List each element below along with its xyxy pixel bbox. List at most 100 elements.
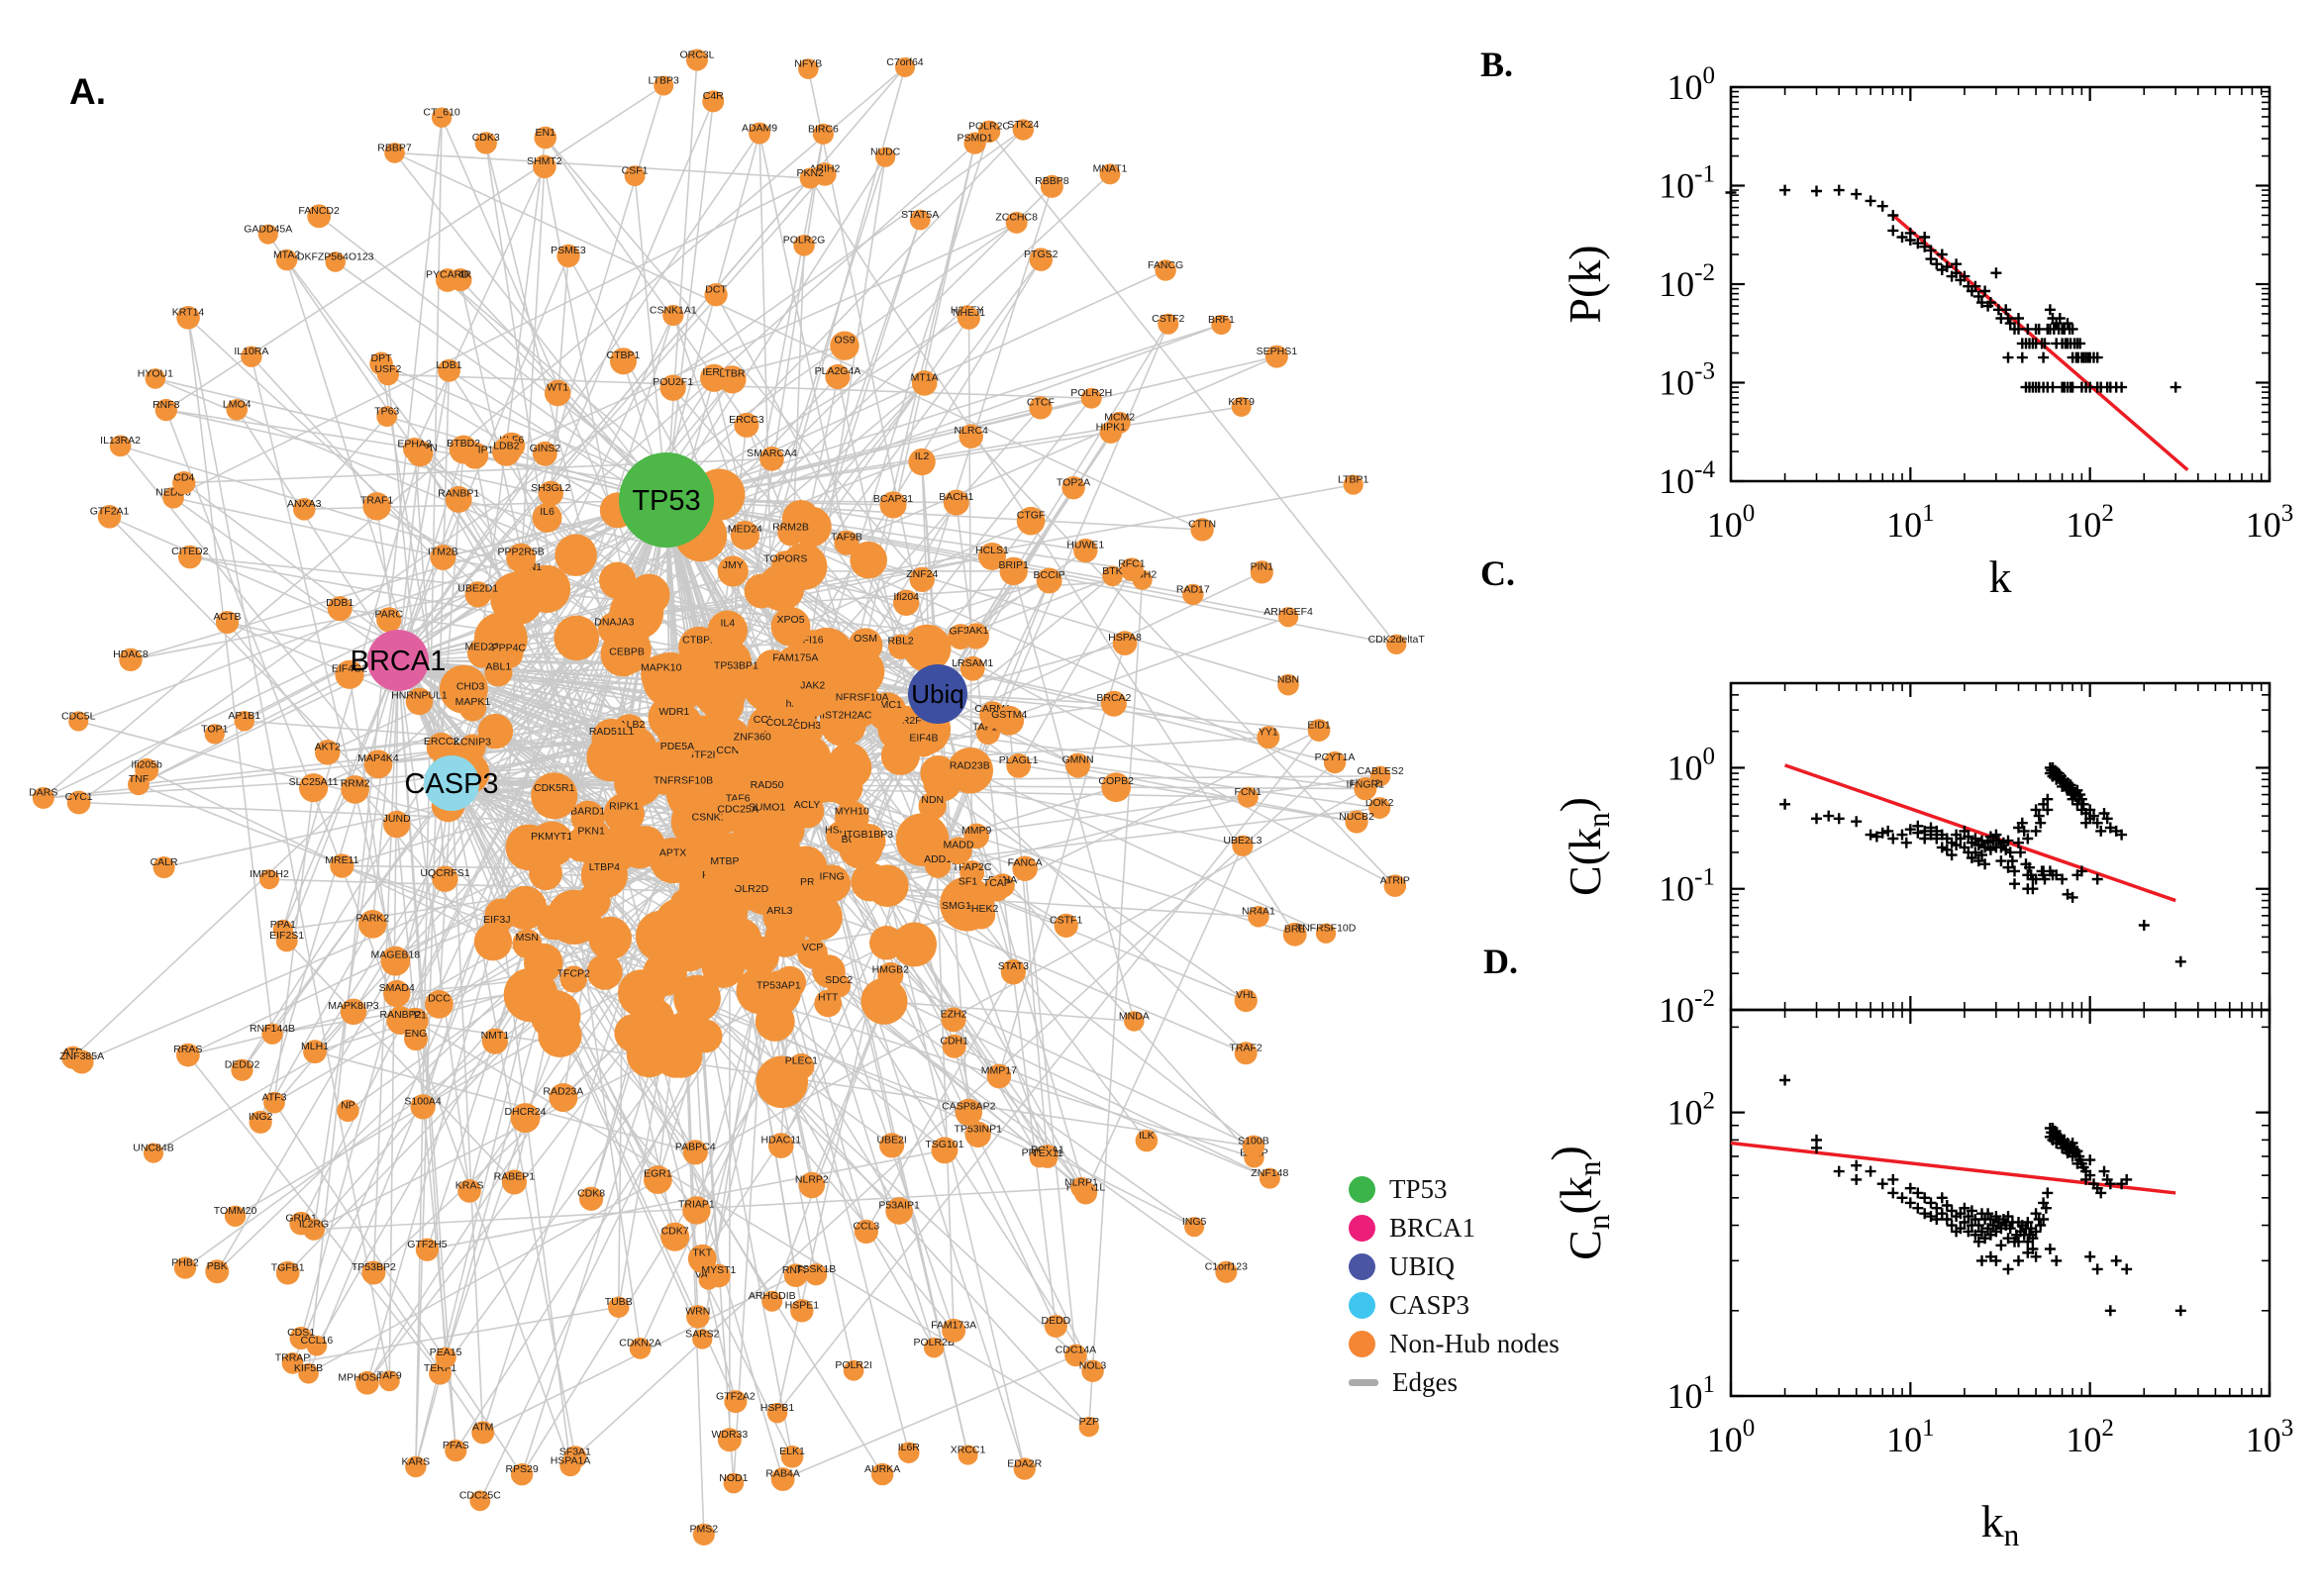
- axis-tick-label: 101: [1667, 1371, 1716, 1416]
- network-node-label: EPHA3: [397, 438, 432, 449]
- network-node: ING5: [1182, 1216, 1207, 1238]
- network-node: Ifi204: [892, 589, 920, 616]
- network-node-label: DEDD2: [225, 1059, 260, 1071]
- network-node-label: NDN: [921, 794, 944, 806]
- network-node: CASP8AP2: [942, 1098, 996, 1127]
- network-node-label: PLAGL1: [999, 754, 1039, 766]
- network-edge: [439, 1117, 527, 1374]
- network-node-label: ERCC2: [424, 736, 459, 748]
- network-node-label: TP53BP2: [352, 1261, 396, 1273]
- network-node: EIF3J: [483, 912, 510, 939]
- network-node: ORC3L: [679, 49, 715, 71]
- network-node-label: LDB1: [436, 359, 461, 371]
- network-node: NUDC: [870, 147, 901, 167]
- network-core-node: [868, 926, 904, 960]
- network-node: RAB4A: [765, 1467, 800, 1491]
- network-node-label: CDKN2A: [619, 1338, 661, 1349]
- network-node: MAP4K4: [357, 749, 399, 779]
- network-node-label: TRIAP1: [678, 1199, 715, 1211]
- network-node-label: EZH2: [941, 1008, 967, 1020]
- network-node: CDK2deltaT: [1368, 634, 1425, 654]
- network-node-label: KARS: [402, 1455, 431, 1467]
- network-node: HMGB2: [872, 961, 909, 989]
- network-node: EIF4B: [909, 730, 939, 757]
- network-node: RBL2: [888, 634, 914, 659]
- network-node-label: RNF8: [152, 399, 180, 411]
- network-edge: [292, 1306, 619, 1364]
- network-node-label: JAK1: [963, 625, 988, 637]
- network-edge: [811, 580, 1051, 1186]
- plot-frame: [1729, 85, 2272, 483]
- network-node-label: PKN2: [796, 167, 824, 179]
- network-node-label: RRM2: [341, 778, 370, 790]
- network-edge: [665, 406, 1242, 501]
- network-node-label: PIN1: [1251, 561, 1274, 573]
- network-node: ZNF24: [906, 566, 938, 593]
- network-node: CT_610: [423, 107, 460, 128]
- network-edge: [108, 516, 502, 916]
- network-node: LMO4: [223, 399, 252, 421]
- network-node-label: MMP9: [961, 825, 991, 837]
- network-node: DEDD: [1041, 1314, 1071, 1338]
- network-node: TNFRSF10B: [654, 768, 713, 807]
- network-node-label: PLA2G4A: [815, 365, 861, 377]
- scatter-points: [1725, 184, 2181, 393]
- network-edge: [665, 499, 1203, 531]
- network-edge: [451, 782, 659, 1180]
- network-edge: [937, 642, 1126, 695]
- network-node: AP1B1: [228, 710, 260, 732]
- network-node-label: NLRC4: [954, 425, 988, 437]
- network-node-label: TOMM20: [214, 1205, 257, 1217]
- network-node: RANBP1: [438, 485, 479, 513]
- network-node-label: NLRP2: [795, 1173, 829, 1185]
- network-node-label: RBBP7: [377, 142, 412, 153]
- network-edge: [427, 1148, 946, 1251]
- network-node: WDR1: [651, 696, 698, 743]
- network-core-node: [827, 769, 863, 806]
- network-node: SF1: [955, 874, 981, 901]
- network-node-label: TRRAP: [275, 1352, 311, 1364]
- network-node: C7orf64: [886, 56, 924, 77]
- fit-line: [1730, 1141, 2176, 1195]
- network-node: RBBP7: [377, 142, 412, 163]
- network-node: CTCF: [1027, 396, 1055, 420]
- network-edge: [695, 990, 760, 1211]
- network-node-label: TNFRSF10D: [1296, 923, 1357, 935]
- network-edge: [380, 363, 453, 784]
- network-node-label: TAF9: [377, 1370, 402, 1382]
- network-node: NBN: [1277, 673, 1299, 696]
- network-node-label: PARC: [375, 608, 404, 620]
- network-node-label: CYC1: [65, 791, 93, 803]
- network-node-label: CHEK2: [963, 903, 998, 915]
- network-node: RAD23A: [543, 1083, 583, 1113]
- network-node-label: SF1: [959, 876, 977, 888]
- network-node-label: HDAC11: [760, 1134, 801, 1146]
- network-node-label: DKFZP564O123: [297, 251, 374, 263]
- axis-tick-label: 10-1: [1659, 161, 1715, 206]
- network-node-label: MED24: [728, 524, 762, 536]
- network-node: TKT: [687, 1244, 717, 1273]
- network-node: BRCA2: [1096, 690, 1132, 717]
- network-node-label: CTBP2: [682, 635, 716, 647]
- network-node: GADD45A: [244, 224, 292, 245]
- network-node: WRN: [685, 1305, 710, 1329]
- network-node-label: MNAT1: [1093, 163, 1128, 175]
- network-node-label: GTF2A2: [716, 1390, 756, 1402]
- network-node-label: RAD23B: [950, 759, 990, 771]
- axis-tick-label: 103: [2246, 500, 2294, 545]
- network-node-label: HDAC8: [113, 648, 149, 660]
- network-node-label: TOPORS: [763, 553, 807, 565]
- network-edge: [970, 436, 1396, 887]
- network-node-label: POLR2D: [727, 883, 768, 895]
- network-edge: [451, 782, 484, 1433]
- network-node: EIF4G2: [332, 659, 367, 689]
- network-node: MADD: [943, 837, 974, 865]
- network-edge: [414, 1020, 1090, 1428]
- network-edge: [259, 659, 399, 1123]
- y-axis-title: Cn​(kn​): [1542, 1146, 1616, 1260]
- network-edge: [913, 944, 1049, 1156]
- network-node: NOD1: [719, 1472, 749, 1494]
- network-node-label: PEA15: [430, 1347, 462, 1358]
- network-node: TP53BP2: [352, 1260, 396, 1285]
- network-node-label: ERCC3: [729, 414, 764, 426]
